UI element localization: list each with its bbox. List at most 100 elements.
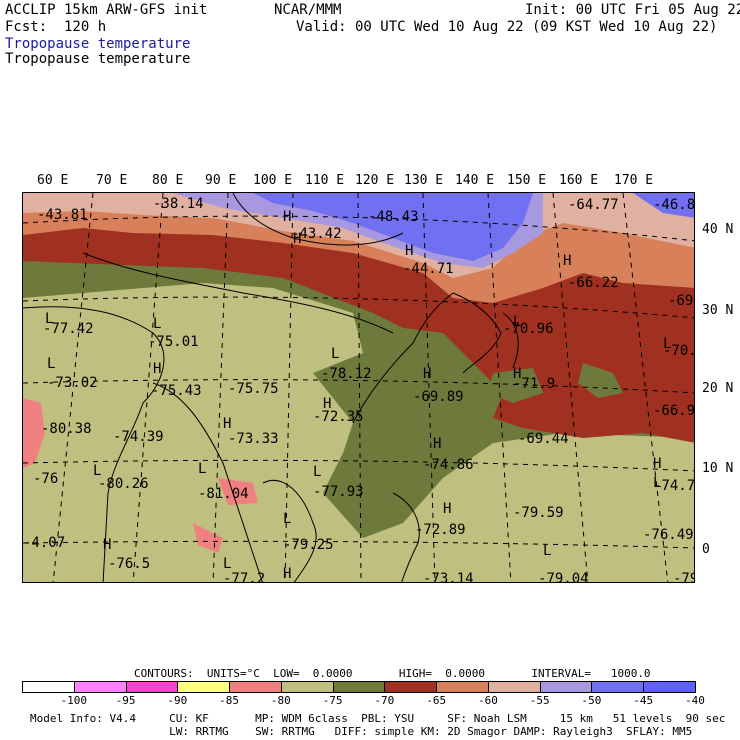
low-marker: L (223, 556, 231, 572)
high-marker: H (283, 566, 291, 582)
colorbar-tick-label: -85 (219, 694, 239, 707)
contour-value-label: -77.42 (43, 321, 94, 337)
colorbar-tick-label: -80 (270, 694, 291, 707)
contour-value-label: -43.42 (291, 226, 342, 242)
colorbar-bin (332, 681, 386, 693)
lat-label: 40 N (702, 222, 734, 237)
colorbar-bin (539, 681, 593, 693)
init-time: Init: 00 UTC Fri 05 Aug 22 (525, 2, 740, 18)
colorbar-tick-label: -90 (167, 694, 188, 707)
field-m50-m40 (253, 193, 533, 261)
contour-value-label: -72.35 (313, 409, 364, 425)
model-info-line2: LW: RRTMG SW: RRTMG DIFF: simple KM: 2D … (30, 725, 693, 738)
contour-value-label: -44.71 (403, 261, 454, 277)
field-title-contour: Tropopause temperature (5, 51, 191, 67)
contour-value-label: -66.22 (568, 275, 619, 291)
low-marker: L (313, 464, 321, 480)
high-marker: H (283, 209, 291, 225)
colorbar-tick-label: -40 (685, 694, 705, 707)
lon-label: 60 E (37, 173, 69, 188)
contour-value-label: -76.49 (643, 527, 694, 543)
contour-value-label: -73.14 (423, 571, 474, 583)
colorbar-tick-label: -100 (60, 694, 88, 707)
forecast-hour: Fcst: 120 h (5, 19, 107, 35)
contour-value-label: -69.44 (518, 431, 569, 447)
high-marker: H (153, 361, 161, 377)
lon-label: 110 E (305, 173, 345, 188)
colorbar-bin (22, 681, 75, 693)
colorbar-tick-label: -55 (529, 694, 550, 707)
high-marker: H (293, 231, 301, 247)
contour-value-label: -79.25 (283, 537, 334, 553)
contour-value-label: -70.46 (663, 343, 695, 359)
lon-label: 130 E (404, 173, 444, 188)
contour-value-label: -73.02 (47, 375, 98, 391)
grid-line (23, 296, 694, 319)
high-marker: H (513, 366, 521, 382)
contour-annotations: -43.81-38.14H-48.43-64.77-46.86H-43.42H-… (23, 196, 695, 583)
high-marker: H (433, 436, 441, 452)
colorbar-bin (384, 681, 438, 693)
lon-label: 150 E (507, 173, 547, 188)
lat-label: 30 N (702, 303, 734, 318)
contour-value-label: -78.12 (321, 366, 372, 382)
contour-value-label: -74.86 (423, 457, 474, 473)
contour-value-label: -80.38 (41, 421, 92, 437)
colorbar-bin (229, 681, 282, 693)
valid-time: Valid: 00 UTC Wed 10 Aug 22 (09 KST Wed … (296, 19, 718, 35)
high-marker: H (443, 501, 451, 517)
contour-value-label: -43.81 (37, 207, 88, 223)
contour-value-label: -69.89 (413, 389, 464, 405)
model-info-line1: Model Info: V4.4 CU: KF MP: WDM 6class P… (30, 712, 726, 725)
colorbar-tick-label: -95 (115, 694, 136, 707)
contour-value-label: -81.04 (198, 486, 249, 502)
contour-value-label: -77.93 (313, 484, 364, 500)
grid-line (23, 379, 694, 394)
field-title-colored: Tropopause temperature (5, 36, 191, 52)
contour-value-label: -69 (668, 293, 693, 309)
colorbar-bin (436, 681, 489, 693)
high-marker: H (323, 396, 331, 412)
lon-label: 170 E (614, 173, 654, 188)
low-marker: L (93, 463, 101, 479)
colorbar-bin (177, 681, 231, 693)
contour-value-label: -48.43 (368, 209, 419, 225)
contour-value-label: -75.75 (228, 381, 279, 397)
lon-label: 70 E (96, 173, 128, 188)
lon-label: 160 E (559, 173, 599, 188)
contours-line: CONTOURS: UNITS=°C LOW= 0.0000 HIGH= 0.0… (134, 667, 651, 680)
contour-value-label: -72.89 (415, 522, 466, 538)
field-m50-m40-ne (633, 193, 694, 218)
high-marker: H (405, 243, 413, 259)
contour-value-label: -64.77 (568, 197, 619, 213)
contour-value-label: -46.86 (653, 197, 695, 213)
contour-value-label: -66.91 (653, 403, 695, 419)
low-marker: L (543, 543, 551, 559)
field-m85-m80-spot (218, 478, 258, 505)
lon-label: 140 E (455, 173, 495, 188)
high-marker: H (103, 537, 111, 553)
lon-label: 120 E (355, 173, 395, 188)
colorbar-bin (280, 681, 334, 693)
lon-label: 90 E (205, 173, 237, 188)
lon-label: 100 E (253, 173, 293, 188)
model-title: ACCLIP 15km ARW-GFS init (5, 2, 208, 18)
colorbar-bin (487, 681, 541, 693)
contour-value-label: -74.7 (653, 478, 695, 494)
colorbar-bin (591, 681, 645, 693)
field-m85-m80-spot (23, 398, 45, 468)
contour-value-label: -71.9 (513, 376, 555, 392)
high-marker: H (223, 416, 231, 432)
low-marker: L (513, 314, 521, 330)
map-canvas: -43.81-38.14H-48.43-64.77-46.86H-43.42H-… (23, 193, 695, 583)
contour-value-label: -38.14 (153, 196, 204, 212)
lat-label: 10 N (702, 461, 734, 476)
low-marker: L (331, 346, 339, 362)
low-marker: L (47, 356, 55, 372)
field-m75-m70-patch (578, 363, 623, 398)
high-marker: H (563, 253, 571, 269)
low-marker: L (45, 311, 53, 327)
colorbar-tick-label: -75 (322, 694, 343, 707)
colorbar-tick-label: -70 (374, 694, 395, 707)
high-marker: H (653, 456, 661, 472)
